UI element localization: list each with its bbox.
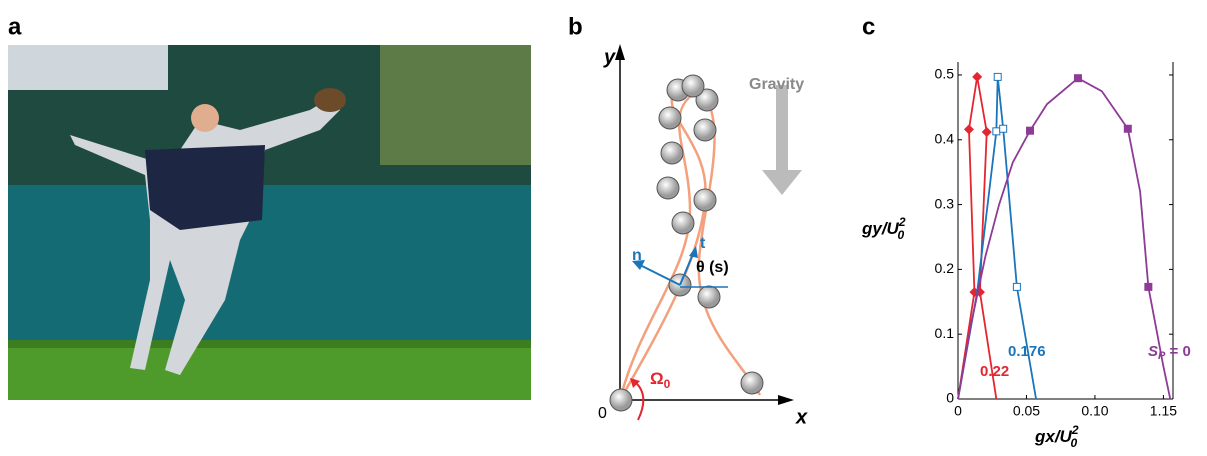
panel-label: c: [862, 13, 875, 40]
panel-label: a: [8, 13, 22, 40]
x-axis-label: gx/U2 0: [1034, 423, 1079, 450]
y-tick-label: 0.1: [935, 325, 955, 341]
series-label: SP = 0: [1148, 343, 1191, 362]
series-line: [957, 77, 1172, 400]
x-tick-label: 1.15: [1150, 403, 1177, 419]
photo: [8, 45, 531, 400]
vector-label: n: [632, 247, 642, 264]
chart: 0 0.1 0.2 0.3 0.4 0.5 0 0.05 0.10 1.15 0.22 0.176 SP…: [935, 62, 1191, 419]
marker: [1144, 282, 1153, 291]
x-tick-label: 0.05: [1013, 403, 1040, 419]
axis-label: x: [795, 406, 808, 428]
angle-label: θ (s): [696, 259, 729, 276]
omega-label: Ω0: [650, 369, 671, 391]
marker: [993, 72, 1002, 81]
axis-label: y: [603, 46, 616, 68]
marker: [1026, 126, 1035, 135]
y-tick-label: 0.2: [935, 260, 955, 276]
y-tick-label: 0.5: [935, 66, 955, 82]
series-label: P: [1158, 350, 1166, 362]
origin-label: 0: [598, 405, 607, 422]
y-axis-label: gy/U2 0: [861, 215, 906, 242]
panel-label: b: [568, 13, 583, 40]
y-tick-label: 0.4: [935, 130, 955, 146]
marker: [972, 71, 983, 82]
series-label: 0.176: [1008, 343, 1046, 360]
vector-label: t: [700, 235, 706, 252]
marker: [1073, 74, 1082, 83]
series-label: S: [1148, 343, 1158, 360]
marker: [981, 126, 992, 137]
marker: [963, 124, 974, 135]
marker: [1012, 282, 1021, 291]
series-label: = 0: [1165, 343, 1190, 360]
x-tick-label: 0: [954, 403, 962, 419]
marker: [999, 124, 1008, 133]
gravity-label: Gravity: [749, 76, 804, 93]
marker: [992, 127, 1001, 136]
diagram: [609, 44, 802, 421]
x-tick-label: 0.10: [1081, 403, 1108, 419]
marker: [1123, 124, 1132, 133]
y-tick-label: 0: [946, 390, 954, 406]
y-tick-label: 0.3: [935, 195, 955, 211]
series-label: 0.22: [980, 363, 1009, 380]
